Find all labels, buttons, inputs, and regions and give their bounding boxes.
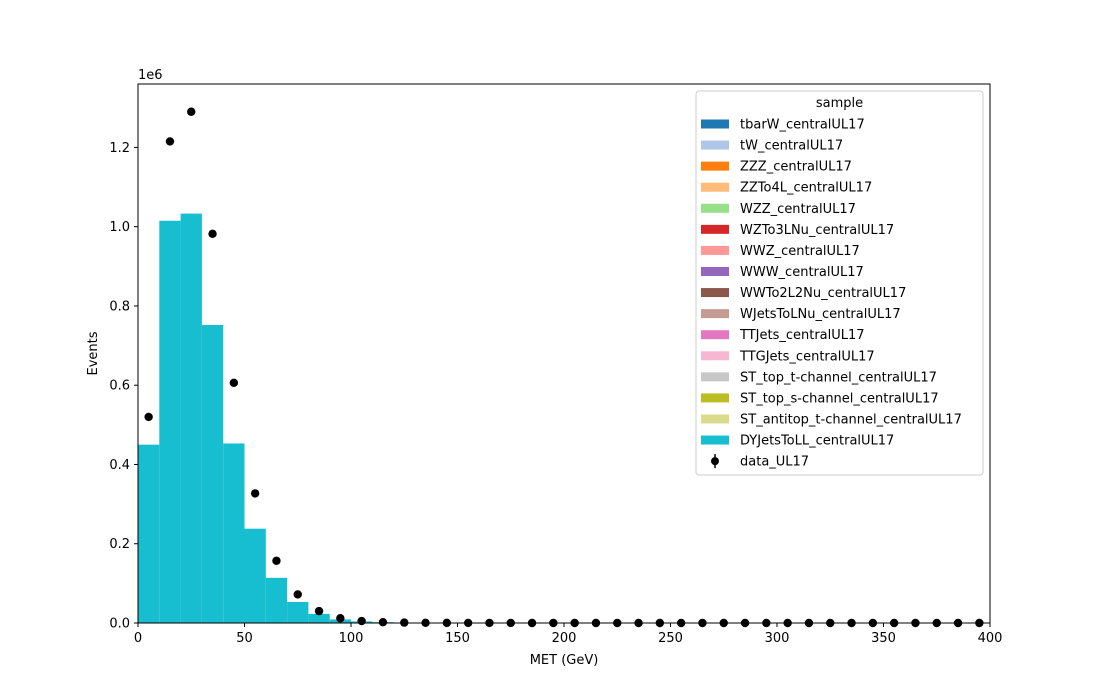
data-point	[250, 489, 260, 498]
legend: sample tbarW_centralUL17 tW_centralUL17 ZZZ…	[695, 90, 984, 476]
legend-swatch	[701, 330, 729, 340]
data-point	[314, 606, 324, 616]
legend-swatch	[701, 203, 729, 213]
y-tick-label: 0.2	[109, 537, 130, 552]
legend-label: TTJets_centralUL17	[739, 328, 865, 343]
legend-swatch	[701, 224, 729, 234]
data-point	[272, 556, 281, 565]
histogram-bar	[308, 613, 330, 623]
histogram-bar	[201, 324, 224, 623]
histogram-bar	[265, 577, 288, 623]
legend-swatch	[701, 182, 729, 192]
data-point	[165, 137, 175, 146]
x-tick-label: 400	[978, 631, 1003, 646]
legend-swatch	[701, 372, 729, 382]
x-tick-label: 350	[871, 631, 896, 646]
histogram-bar	[287, 601, 309, 623]
y-tick-label: 0.8	[109, 299, 130, 314]
legend-label: WWTo2L2Nu_centralUL17	[740, 286, 906, 301]
legend-swatch	[701, 288, 729, 298]
legend-box	[695, 90, 984, 476]
legend-label: ZZTo4L_centralUL17	[740, 181, 872, 196]
y-tick-label: 1.2	[109, 141, 130, 156]
data-point	[357, 616, 366, 626]
y-axis-title: Events	[86, 331, 101, 375]
x-tick-label: 100	[339, 631, 364, 646]
legend-swatch	[701, 393, 729, 403]
legend-swatch	[701, 414, 729, 424]
histogram-bar	[180, 213, 202, 624]
legend-label: WZZ_centralUL17	[740, 202, 856, 217]
data-point	[208, 229, 217, 239]
legend-swatch	[701, 309, 729, 319]
y-tick-label: 0.6	[109, 379, 130, 394]
legend-label: data_UL17	[740, 455, 809, 470]
x-tick-label: 250	[658, 631, 683, 646]
legend-label: ST_top_s-channel_centralUL17	[740, 391, 939, 406]
histogram-bar	[244, 528, 266, 623]
data-point	[144, 412, 153, 422]
y-tick-label: 0.4	[109, 458, 130, 473]
histogram-bar	[138, 444, 160, 623]
legend-label: tW_centralUL17	[740, 139, 843, 154]
mc-stack-bars	[138, 213, 522, 624]
legend-swatch	[701, 161, 729, 171]
data-point	[378, 618, 388, 627]
legend-label: WWW_centralUL17	[740, 265, 864, 280]
legend-label: ZZZ_centralUL17	[740, 160, 852, 175]
data-point	[336, 614, 345, 623]
x-axis-title: MET (GeV)	[530, 653, 599, 668]
y-tick-label: 1.0	[109, 220, 130, 235]
x-axis: 0 50 100 150 200 250 300 350 400	[134, 623, 1003, 646]
legend-swatch	[701, 140, 729, 150]
x-tick-label: 50	[236, 631, 253, 646]
x-tick-label: 150	[445, 631, 470, 646]
y-axis: 0.0 0.2 0.4 0.6 0.8 1.0 1.2	[109, 141, 138, 632]
histogram-bar	[159, 220, 181, 623]
data-point	[229, 378, 239, 388]
x-tick-label: 300	[765, 631, 790, 646]
y-tick-label: 0.0	[109, 617, 130, 632]
legend-label: WZTo3LNu_centralUL17	[740, 223, 894, 238]
legend-swatch	[701, 119, 729, 129]
x-tick-label: 200	[552, 631, 577, 646]
y-offset-text: 1e6	[138, 68, 163, 83]
x-tick-label: 0	[134, 631, 142, 646]
legend-title: sample	[816, 96, 863, 111]
legend-swatch	[701, 266, 729, 276]
legend-marker	[711, 457, 719, 466]
legend-swatch	[701, 245, 729, 255]
legend-label: TTGJets_centralUL17	[739, 349, 875, 364]
legend-label: WWZ_centralUL17	[740, 244, 860, 259]
legend-label: ST_top_t-channel_centralUL17	[740, 370, 937, 385]
data-point	[293, 590, 302, 599]
histogram-bar	[223, 443, 245, 623]
legend-label: ST_antitop_t-channel_centralUL17	[740, 412, 962, 427]
legend-swatch	[701, 435, 729, 445]
legend-label: tbarW_centralUL17	[740, 118, 865, 133]
legend-swatch	[701, 351, 729, 361]
data-point	[187, 107, 196, 116]
legend-label: WJetsToLNu_centralUL17	[740, 307, 901, 322]
legend-label: DYJetsToLL_centralUL17	[740, 434, 894, 449]
